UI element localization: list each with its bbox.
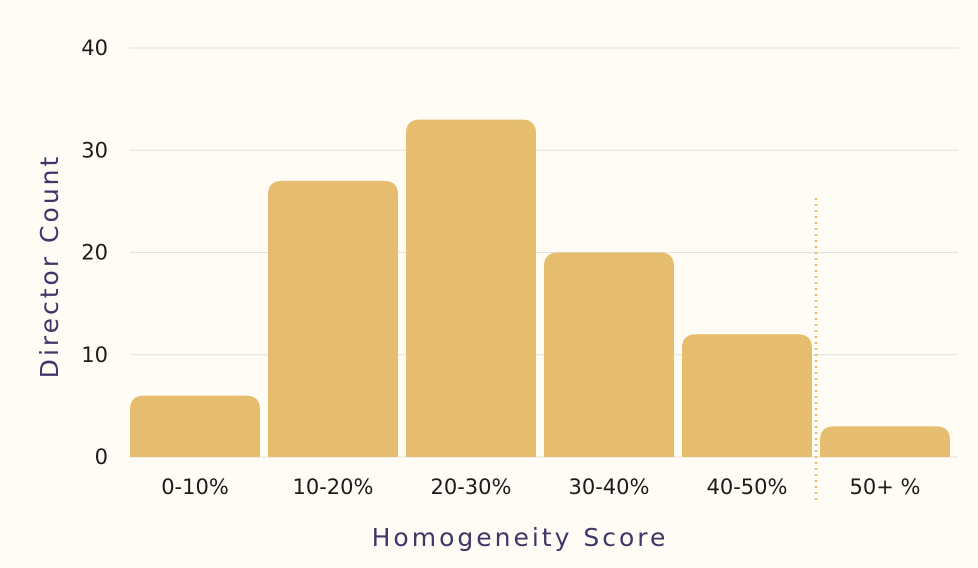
bar (268, 180, 398, 458)
bar (544, 252, 674, 457)
y-tick-label: 20 (81, 241, 108, 265)
y-tick-label: 0 (95, 445, 108, 469)
y-tick-label: 10 (81, 343, 108, 367)
x-tick-label: 20-30% (431, 475, 512, 499)
x-axis-ticks: 0-10% 10-20% 20-30% 30-40% 40-50% 50+ % (161, 475, 920, 499)
y-axis-ticks: 0 10 20 30 40 (81, 36, 108, 469)
bars (130, 119, 950, 458)
y-tick-label: 30 (81, 138, 108, 162)
y-tick-label: 40 (81, 36, 108, 60)
x-tick-label: 30-40% (569, 475, 650, 499)
y-axis-title: Director Count (35, 154, 64, 379)
bar (682, 334, 812, 457)
bar (130, 395, 260, 457)
x-tick-label: 0-10% (161, 475, 229, 499)
x-tick-label: 50+ % (850, 475, 921, 499)
bar (406, 119, 536, 457)
x-tick-label: 10-20% (293, 475, 374, 499)
x-axis-title: Homogeneity Score (372, 523, 669, 552)
bar (820, 426, 950, 457)
x-tick-label: 40-50% (707, 475, 788, 499)
